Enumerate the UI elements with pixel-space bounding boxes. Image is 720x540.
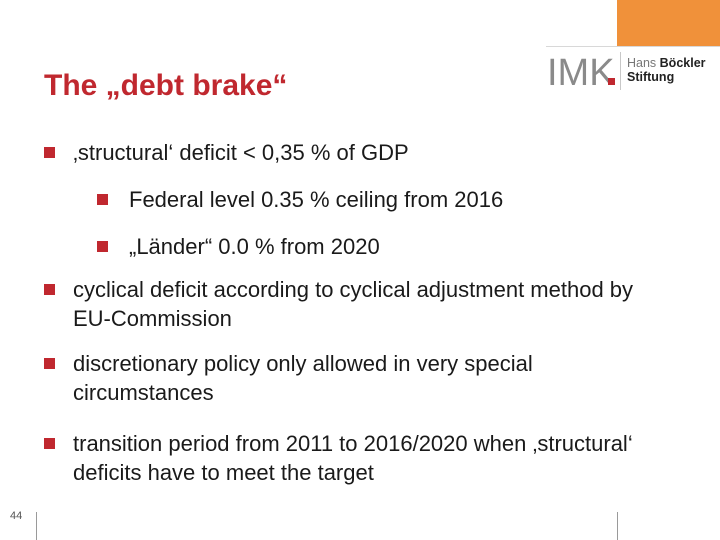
foundation-logo-surname: Böckler — [659, 56, 706, 70]
logo-area: IMK Hans Böckler Stiftung — [547, 50, 717, 94]
footer-divider-left — [36, 512, 37, 540]
imk-logo: IMK — [547, 52, 615, 90]
bullet-text: Federal level 0.35 % ceiling from 2016 — [129, 187, 504, 212]
sub-bullet-item: „Länder“ 0.0 % from 2020 — [44, 232, 644, 261]
square-bullet-icon — [97, 194, 108, 205]
header-rule — [546, 46, 720, 47]
page-number: 44 — [10, 510, 23, 522]
square-bullet-icon — [44, 147, 55, 158]
imk-logo-dot — [608, 78, 615, 85]
bullet-item: cyclical deficit according to cyclical a… — [44, 275, 644, 333]
sub-bullet-item: Federal level 0.35 % ceiling from 2016 — [44, 185, 644, 214]
bullet-item: discretionary policy only allowed in ver… — [44, 349, 644, 407]
foundation-logo-line2: Stiftung — [627, 70, 675, 84]
square-bullet-icon — [44, 284, 55, 295]
logo-divider — [620, 52, 621, 90]
bullet-text: transition period from 2011 to 2016/2020… — [73, 431, 633, 485]
bullet-text: ‚structural‘ deficit < 0,35 % of GDP — [73, 140, 409, 165]
footer-divider-right — [617, 512, 618, 540]
bullet-text: „Länder“ 0.0 % from 2020 — [129, 234, 380, 259]
bullet-text: cyclical deficit according to cyclical a… — [73, 277, 634, 331]
foundation-logo-first-name: Hans — [627, 56, 660, 70]
square-bullet-icon — [44, 358, 55, 369]
square-bullet-icon — [44, 438, 55, 449]
square-bullet-icon — [97, 241, 108, 252]
corner-accent-block — [617, 0, 720, 46]
hans-boeckler-logo: Hans Böckler Stiftung — [627, 56, 706, 84]
bullet-item: transition period from 2011 to 2016/2020… — [44, 429, 644, 487]
foundation-logo-line1: Hans Böckler — [627, 56, 706, 70]
bullet-text: discretionary policy only allowed in ver… — [73, 351, 533, 405]
imk-logo-text: IMK — [547, 52, 615, 90]
bullet-item: ‚structural‘ deficit < 0,35 % of GDP — [44, 138, 644, 167]
slide-title: The „debt brake“ — [44, 69, 288, 102]
bullet-list: ‚structural‘ deficit < 0,35 % of GDP Fed… — [44, 138, 644, 487]
